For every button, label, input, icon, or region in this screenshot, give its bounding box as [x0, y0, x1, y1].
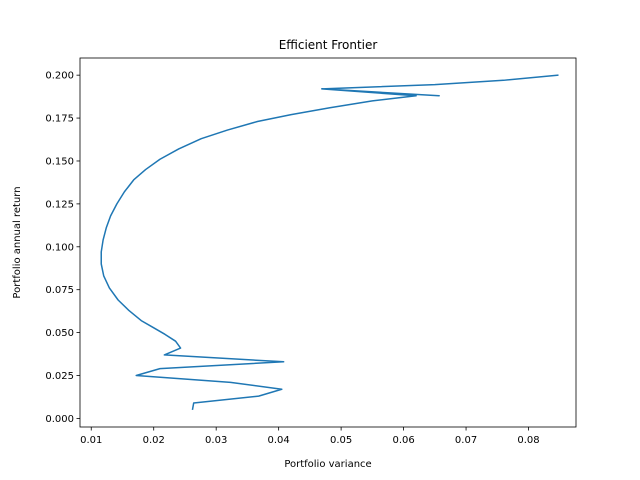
y-tick-label: 0.125: [45, 199, 74, 210]
x-axis-label: Portfolio variance: [284, 459, 371, 470]
y-axis-ticks: 0.000 0.025 0.050 0.075 0.100 0.125 0.150 0.175…: [45, 71, 80, 425]
x-tick-label: 0.06: [392, 435, 414, 446]
x-tick-label: 0.07: [455, 435, 477, 446]
x-axis-ticks: 0.01 0.02 0.03 0.04 0.05 0.06 0.07 0.08: [80, 427, 540, 446]
x-tick-label: 0.05: [330, 435, 352, 446]
chart-title: Efficient Frontier: [279, 38, 378, 52]
x-tick-label: 0.02: [143, 435, 165, 446]
y-axis-label: Portfolio annual return: [12, 186, 23, 298]
y-tick-label: 0.200: [45, 71, 74, 82]
x-tick-label: 0.04: [268, 435, 290, 446]
x-tick-label: 0.08: [517, 435, 539, 446]
y-tick-label: 0.075: [45, 285, 74, 296]
y-tick-label: 0.150: [45, 156, 74, 167]
y-tick-label: 0.175: [45, 114, 74, 125]
y-tick-label: 0.025: [45, 371, 74, 382]
y-tick-label: 0.000: [45, 414, 74, 425]
frontier-line: [100, 74, 559, 410]
axes-frame: [79, 57, 577, 428]
x-tick-label: 0.01: [80, 435, 102, 446]
x-tick-label: 0.03: [205, 435, 227, 446]
y-tick-label: 0.050: [45, 328, 74, 339]
y-tick-label: 0.100: [45, 242, 74, 253]
plot-area: [100, 74, 559, 410]
